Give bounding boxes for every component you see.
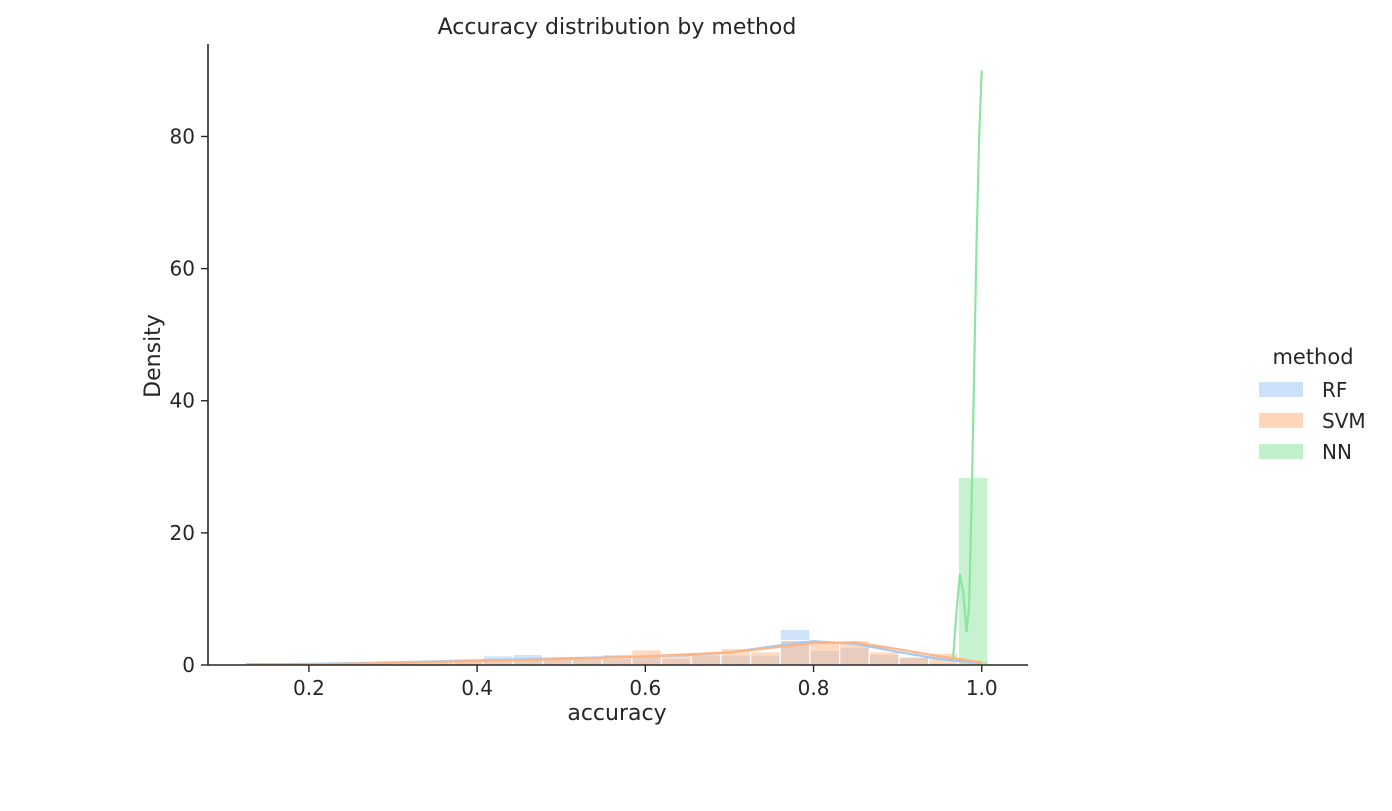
histogram-bars <box>245 476 989 666</box>
x-tick-label: 0.8 <box>798 676 830 700</box>
x-tick-label: 0.4 <box>461 676 493 700</box>
legend-label-rf: RF <box>1322 378 1347 402</box>
chart-title: Accuracy distribution by method <box>438 15 797 40</box>
x-tick-label: 0.6 <box>629 676 661 700</box>
y-axis-title: Density <box>141 314 166 398</box>
y-tick-label: 20 <box>170 521 195 545</box>
hist-bar-svm <box>749 651 781 666</box>
legend-items: RF SVM NN <box>1259 378 1366 464</box>
y-axis-ticks: 0 20 40 60 80 <box>170 124 208 677</box>
hist-bar-svm <box>868 651 900 666</box>
kde-line-nn <box>952 70 983 659</box>
kde-line-svm <box>245 641 982 666</box>
y-tick-label: 60 <box>170 257 195 281</box>
legend: method RF SVM NN <box>1259 345 1366 464</box>
plot-area: 0.2 0.4 0.6 0.8 1.0 0 20 40 60 80 <box>170 44 1028 700</box>
y-tick-label: 0 <box>182 653 195 677</box>
x-axis-ticks: 0.2 0.4 0.6 0.8 1.0 <box>293 665 998 700</box>
kde-lines <box>245 70 983 666</box>
legend-swatch-nn <box>1259 444 1303 459</box>
y-tick-label: 80 <box>170 124 195 148</box>
x-tick-label: 1.0 <box>966 676 998 700</box>
legend-title: method <box>1272 345 1353 369</box>
hist-bar-nn <box>957 476 989 666</box>
legend-swatch-svm <box>1259 413 1303 428</box>
x-axis-title: accuracy <box>567 701 666 726</box>
legend-label-nn: NN <box>1322 440 1352 464</box>
hist-bar-svm <box>898 656 930 666</box>
hist-bar-svm <box>809 641 841 666</box>
y-tick-label: 40 <box>170 389 195 413</box>
legend-label-svm: SVM <box>1322 409 1366 433</box>
x-tick-label: 0.2 <box>293 676 325 700</box>
legend-swatch-rf <box>1259 382 1303 397</box>
